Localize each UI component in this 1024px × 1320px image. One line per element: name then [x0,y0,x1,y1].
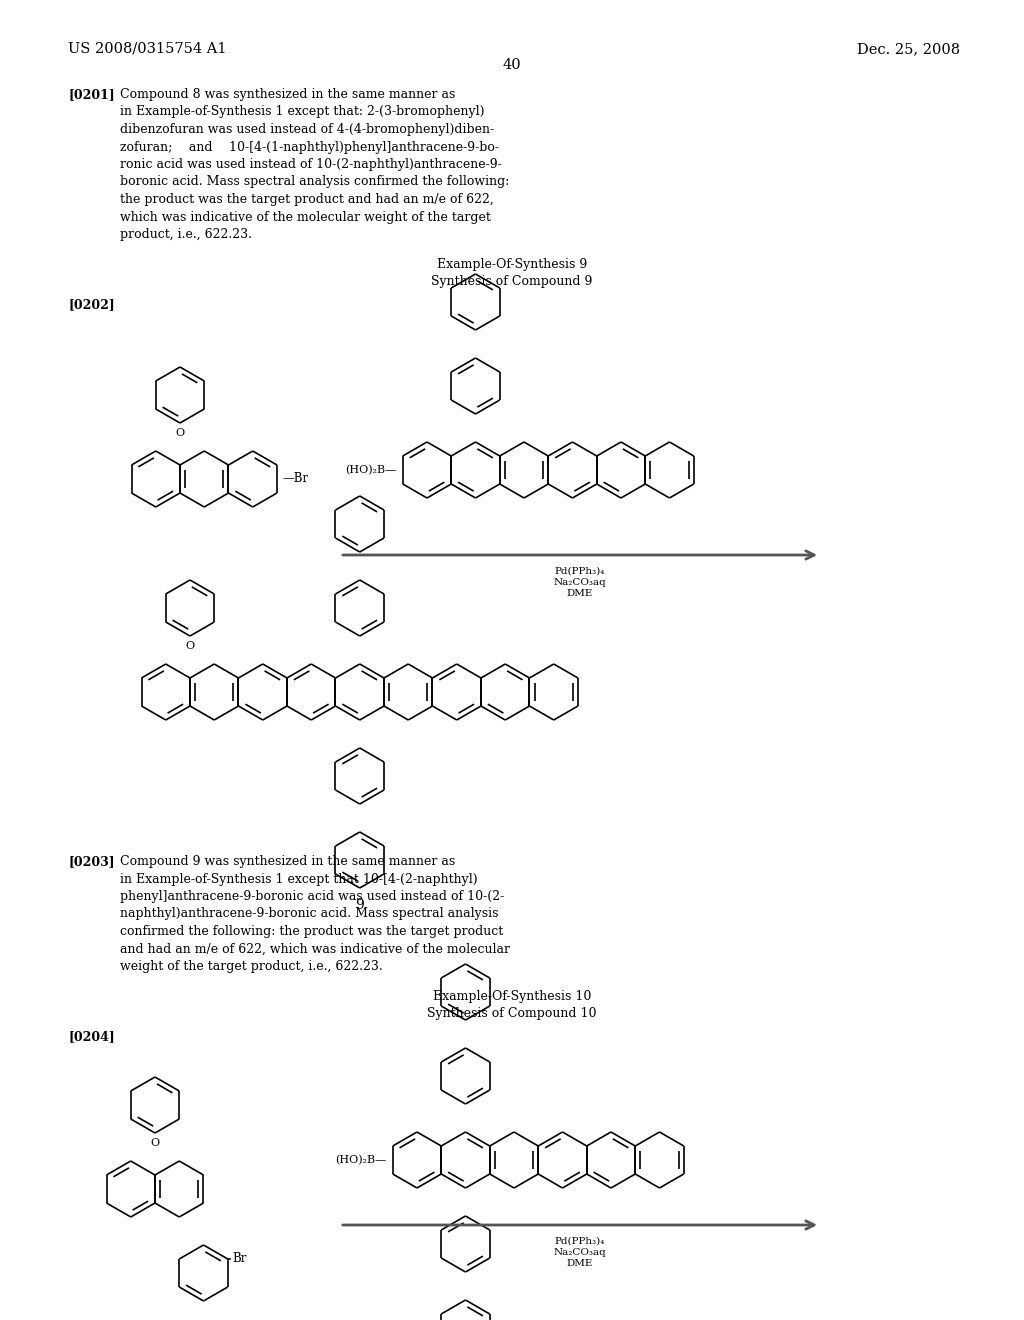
Text: Compound 8 was synthesized in the same manner as
in Example-of-Synthesis 1 excep: Compound 8 was synthesized in the same m… [120,88,509,242]
Text: Pd(PPh₃)₄
Na₂CO₃aq
DME: Pd(PPh₃)₄ Na₂CO₃aq DME [554,1237,606,1269]
Text: Example-Of-Synthesis 10: Example-Of-Synthesis 10 [433,990,591,1003]
Text: [0201]: [0201] [68,88,115,102]
Text: Dec. 25, 2008: Dec. 25, 2008 [857,42,961,55]
Text: Synthesis of Compound 10: Synthesis of Compound 10 [427,1007,597,1020]
Text: O: O [185,640,195,651]
Text: —Br: —Br [282,473,308,486]
Text: Compound 9 was synthesized in the same manner as
in Example-of-Synthesis 1 excep: Compound 9 was synthesized in the same m… [120,855,510,973]
Text: Pd(PPh₃)₄
Na₂CO₃aq
DME: Pd(PPh₃)₄ Na₂CO₃aq DME [554,568,606,598]
Text: (HO)₂B—: (HO)₂B— [335,1155,386,1166]
Text: [0203]: [0203] [68,855,115,869]
Text: Synthesis of Compound 9: Synthesis of Compound 9 [431,275,593,288]
Text: O: O [175,428,184,438]
Text: 9: 9 [355,898,365,912]
Text: (HO)₂B—: (HO)₂B— [345,465,396,475]
Text: Br: Br [232,1253,247,1266]
Text: 40: 40 [503,58,521,73]
Text: [0204]: [0204] [68,1030,115,1043]
Text: US 2008/0315754 A1: US 2008/0315754 A1 [68,42,226,55]
Text: O: O [151,1138,160,1148]
Text: [0202]: [0202] [68,298,115,312]
Text: Example-Of-Synthesis 9: Example-Of-Synthesis 9 [437,257,587,271]
